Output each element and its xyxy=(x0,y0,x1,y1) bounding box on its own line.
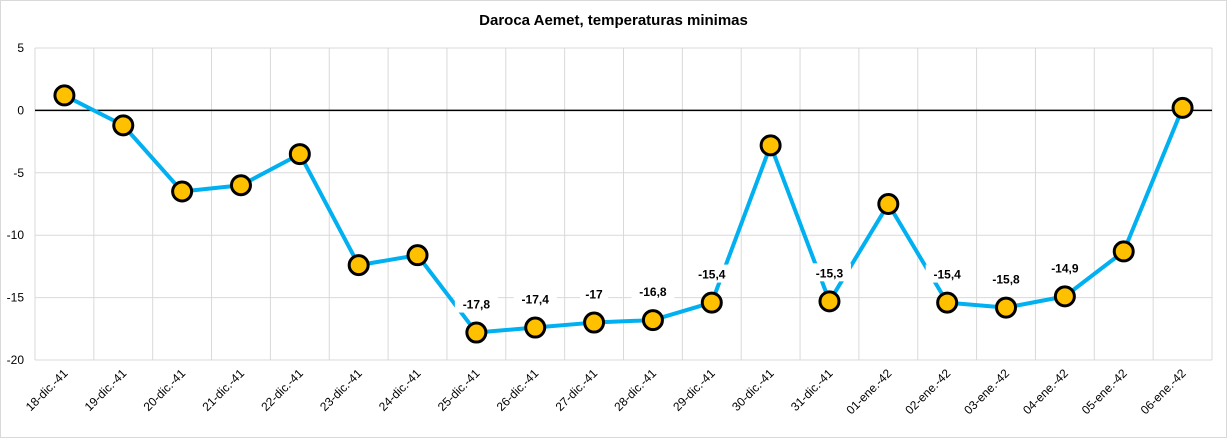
data-label-bg xyxy=(579,284,609,303)
x-tick-label: 20-dic.-41 xyxy=(141,366,189,414)
x-tick-label: 25-dic.-41 xyxy=(435,366,483,414)
data-label: -17,4 xyxy=(522,293,550,307)
x-tick-label: 26-dic.-41 xyxy=(494,366,542,414)
data-label-bg xyxy=(513,289,557,308)
x-tick-label: 24-dic.-41 xyxy=(376,366,424,414)
data-label: -17 xyxy=(585,288,603,302)
x-tick-label: 21-dic.-41 xyxy=(199,366,247,414)
x-tick-label: 23-dic.-41 xyxy=(317,366,365,414)
data-label: -17,8 xyxy=(463,298,491,312)
data-point-marker xyxy=(347,254,370,277)
data-label-bg xyxy=(690,264,734,283)
data-point-marker xyxy=(406,244,429,267)
data-label: -15,8 xyxy=(992,273,1020,287)
data-point-marker xyxy=(112,114,135,137)
data-markers xyxy=(53,84,1194,344)
data-point-marker xyxy=(1053,285,1076,308)
data-point-marker xyxy=(1171,96,1194,119)
x-tick-label: 28-dic.-41 xyxy=(611,366,659,414)
x-tick-label: 18-dic.-41 xyxy=(23,366,71,414)
data-label: -14,9 xyxy=(1051,261,1079,275)
data-point-marker xyxy=(1112,240,1135,263)
data-point-marker xyxy=(583,311,606,334)
data-point-marker xyxy=(818,290,841,313)
y-tick-label: -20 xyxy=(7,353,25,367)
data-label-bg xyxy=(807,263,851,282)
chart-title: Daroca Aemet, temperaturas minimas xyxy=(479,12,748,29)
y-tick-label: 5 xyxy=(17,41,24,55)
data-point-marker xyxy=(641,309,664,332)
data-point-marker xyxy=(759,134,782,157)
x-tick-label: 22-dic.-41 xyxy=(258,366,306,414)
x-axis-ticks: 18-dic.-41 19-dic.-41 20-dic.-41 21-dic.-41… xyxy=(23,366,1189,417)
data-label: -15,4 xyxy=(933,268,961,282)
data-label-bg xyxy=(454,294,498,313)
y-tick-label: -5 xyxy=(13,166,24,180)
data-point-marker xyxy=(53,84,76,107)
x-tick-label: 30-dic.-41 xyxy=(729,366,777,414)
data-point-marker xyxy=(465,321,488,344)
data-label-bg xyxy=(631,282,675,301)
x-tick-label: 31-dic.-41 xyxy=(788,366,836,414)
x-tick-label: 01-ene.-42 xyxy=(844,366,895,417)
x-tick-label: 05-ene.-42 xyxy=(1079,366,1130,417)
data-point-marker xyxy=(936,291,959,314)
data-label-bg xyxy=(1043,258,1087,277)
data-labels: -17,8 -17,4 -17 -16,8 -15,4 -15,3 -15,4 -15,8 -1… xyxy=(454,258,1087,313)
data-point-marker xyxy=(288,143,311,166)
x-tick-label: 19-dic.-41 xyxy=(82,366,130,414)
x-tick-label: 03-ene.-42 xyxy=(961,366,1012,417)
data-point-marker xyxy=(524,316,547,339)
y-tick-label: 0 xyxy=(17,103,24,117)
data-point-marker xyxy=(700,291,723,314)
data-point-marker xyxy=(877,193,900,215)
y-tick-label: -15 xyxy=(7,291,25,305)
data-label: -15,4 xyxy=(698,268,726,282)
y-axis-ticks: 5 0 -5 -10 -15 -20 xyxy=(7,41,25,367)
x-tick-label: 27-dic.-41 xyxy=(553,366,601,414)
data-label: -16,8 xyxy=(639,285,667,299)
y-tick-label: -10 xyxy=(7,228,25,242)
data-label: -15,3 xyxy=(816,266,844,280)
data-point-marker xyxy=(171,180,194,203)
data-point-marker xyxy=(995,296,1018,319)
data-label-bg xyxy=(925,264,969,283)
x-tick-label: 02-ene.-42 xyxy=(902,366,953,417)
x-tick-label: 29-dic.-41 xyxy=(670,366,718,414)
data-label-bg xyxy=(984,269,1028,288)
grid-lines xyxy=(34,47,1213,361)
x-tick-label: 06-ene.-42 xyxy=(1138,366,1189,417)
data-point-marker xyxy=(229,174,252,197)
x-tick-label: 04-ene.-42 xyxy=(1020,366,1071,417)
